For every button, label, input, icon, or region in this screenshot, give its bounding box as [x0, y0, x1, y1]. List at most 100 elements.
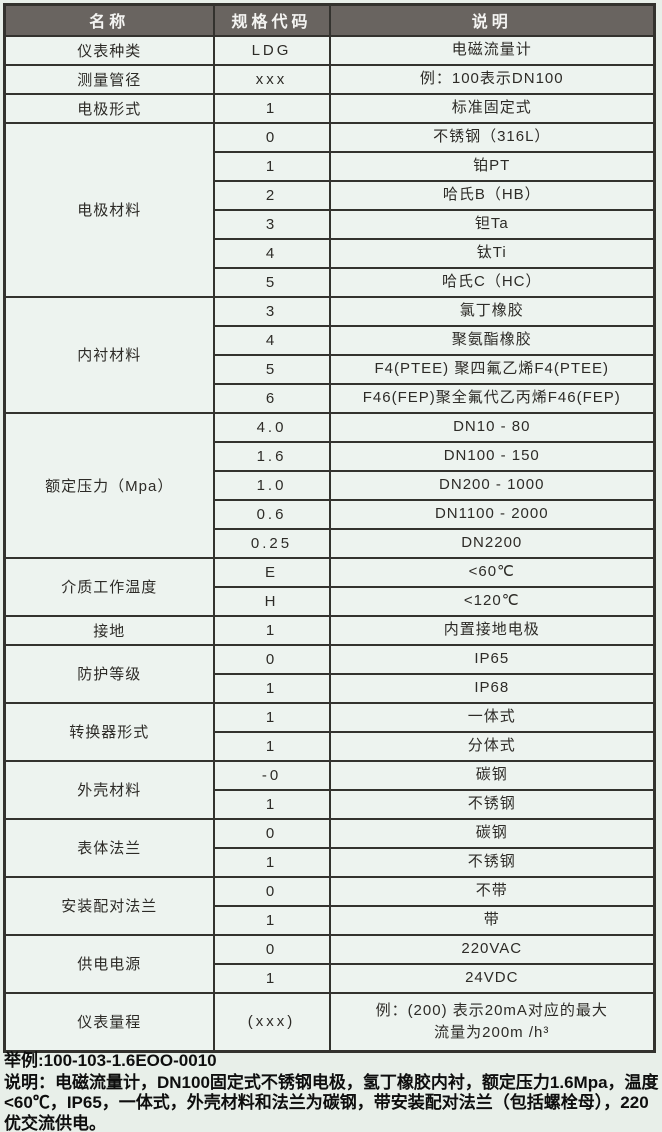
- group-name-cell: 仪表种类: [3, 34, 215, 66]
- code-cell: 1: [212, 730, 331, 762]
- desc-cell: 钽Ta: [328, 208, 656, 240]
- spec-table: 名称 规格代码 说明 仪表种类 LDG 电磁流量计 测量管径 xxx 例：100表示DN1…: [3, 3, 656, 1053]
- table-row: 仪表量程 (xxx) 例：(200) 表示20mA对应的最大 流量为200m /h³: [3, 991, 656, 1053]
- code-cell: 0.6: [212, 498, 331, 530]
- desc-cell: 不锈钢: [328, 846, 656, 878]
- example-code-line: 举例:100-103-1.6EOO-0010: [4, 1051, 217, 1070]
- table-row: 4 聚氨酯橡胶: [5, 324, 656, 356]
- table-row: 0.6 DN1100 - 2000: [5, 498, 656, 530]
- desc-cell: 不锈钢（316L）: [328, 121, 656, 153]
- code-cell: 0: [212, 817, 331, 849]
- table-row: 3 钽Ta: [5, 208, 656, 240]
- code-cell: 4: [212, 237, 331, 269]
- table-row: 1 不锈钢: [5, 788, 656, 820]
- desc-cell: 带: [328, 904, 656, 936]
- table-row: 转换器形式 1 一体式: [3, 701, 656, 762]
- code-cell: 1: [212, 92, 331, 124]
- code-cell: 1: [212, 701, 331, 733]
- code-cell: (xxx): [212, 991, 331, 1053]
- desc-cell: 氯丁橡胶: [328, 295, 656, 327]
- header-row: 名称 规格代码 说明: [3, 3, 656, 37]
- group-name-cell: 表体法兰: [3, 817, 215, 878]
- table-row: 1.6 DN100 - 150: [5, 440, 656, 472]
- table-row: 1 不锈钢: [5, 846, 656, 878]
- header-desc: 说明: [328, 3, 656, 37]
- code-cell: 0: [212, 643, 331, 675]
- table-row: 1 分体式: [5, 730, 656, 762]
- desc-cell: 分体式: [328, 730, 656, 762]
- table-row: 额定压力（Mpa） 4.0 DN10 - 80: [3, 411, 656, 559]
- group-name-cell: 内衬材料: [3, 295, 215, 414]
- code-cell: 0.25: [212, 527, 331, 559]
- desc-cell: 聚氨酯橡胶: [328, 324, 656, 356]
- table-row: 电极形式 1 标准固定式: [3, 92, 656, 124]
- desc-cell: <60℃: [328, 556, 656, 588]
- desc-cell: F46(FEP)聚全氟代乙丙烯F46(FEP): [328, 382, 656, 414]
- table-row: 4 钛Ti: [5, 237, 656, 269]
- group-name-cell: 转换器形式: [3, 701, 215, 762]
- desc-cell: DN2200: [328, 527, 656, 559]
- code-cell: 2: [212, 179, 331, 211]
- table-row: 1 IP68: [5, 672, 656, 704]
- table-row: 防护等级 0 IP65: [3, 643, 656, 704]
- code-cell: 5: [212, 353, 331, 385]
- code-cell: 1.0: [212, 469, 331, 501]
- group-name-cell: 接地: [3, 614, 215, 646]
- table-row: 安装配对法兰 0 不带: [3, 875, 656, 936]
- code-cell: 0: [212, 875, 331, 907]
- code-cell: 1: [212, 962, 331, 994]
- desc-cell: <120℃: [328, 585, 656, 617]
- table-row: 0.25 DN2200: [5, 527, 656, 559]
- desc-cell: 哈氏C（HC）: [328, 266, 656, 298]
- table-row: H <120℃: [5, 585, 656, 617]
- code-cell: E: [212, 556, 331, 588]
- code-cell: 3: [212, 295, 331, 327]
- code-cell: 0: [212, 121, 331, 153]
- table-row: 接地 1 内置接地电极: [3, 614, 656, 646]
- table-row: 5 F4(PTEE) 聚四氟乙烯F4(PTEE): [5, 353, 656, 385]
- description-line: 说明：电磁流量计，DN100固定式不锈钢电极，氢丁橡胶内衬，额定压力1.6Mpa…: [4, 1072, 659, 1132]
- desc-cell: 一体式: [328, 701, 656, 733]
- code-cell: LDG: [212, 34, 331, 66]
- table-row: 测量管径 xxx 例：100表示DN100: [3, 63, 656, 95]
- group-name-cell: 介质工作温度: [3, 556, 215, 617]
- desc-cell: DN10 - 80: [328, 411, 656, 443]
- desc-cell: DN100 - 150: [328, 440, 656, 472]
- desc-cell: 220VAC: [328, 933, 656, 965]
- desc-cell: 内置接地电极: [328, 614, 656, 646]
- table-row: 1 24VDC: [5, 962, 656, 994]
- group-name-cell: 安装配对法兰: [3, 875, 215, 936]
- spec-table-header: 名称 规格代码 说明: [3, 3, 656, 37]
- table-row: 电极材料 0 不锈钢（316L）: [3, 121, 656, 298]
- desc-cell: IP68: [328, 672, 656, 704]
- desc-cell: IP65: [328, 643, 656, 675]
- desc-cell: 哈氏B（HB）: [328, 179, 656, 211]
- desc-cell: F4(PTEE) 聚四氟乙烯F4(PTEE): [328, 353, 656, 385]
- group-name-cell: 电极材料: [3, 121, 215, 298]
- code-cell: 1.6: [212, 440, 331, 472]
- table-row: 1.0 DN200 - 1000: [5, 469, 656, 501]
- table-row: 介质工作温度 E <60℃: [3, 556, 656, 617]
- code-cell: 4.0: [212, 411, 331, 443]
- desc-cell: 碳钢: [328, 759, 656, 791]
- group-name-cell: 测量管径: [3, 63, 215, 95]
- table-row: 外壳材料 -0 碳钢: [3, 759, 656, 820]
- spec-table-body: 仪表种类 LDG 电磁流量计 测量管径 xxx 例：100表示DN100 电极形式 1 标准固定…: [3, 34, 656, 1053]
- table-row: 5 哈氏C（HC）: [5, 266, 656, 298]
- code-cell: H: [212, 585, 331, 617]
- desc-cell: 标准固定式: [328, 92, 656, 124]
- group-name-cell: 外壳材料: [3, 759, 215, 820]
- desc-cell: 不锈钢: [328, 788, 656, 820]
- desc-cell: DN200 - 1000: [328, 469, 656, 501]
- table-row: 仪表种类 LDG 电磁流量计: [3, 34, 656, 66]
- code-cell: 1: [212, 904, 331, 936]
- group-name-cell: 电极形式: [3, 92, 215, 124]
- group-name-cell: 额定压力（Mpa）: [3, 411, 215, 559]
- group-name-cell: 供电电源: [3, 933, 215, 994]
- code-cell: 3: [212, 208, 331, 240]
- code-cell: 5: [212, 266, 331, 298]
- table-row: 2 哈氏B（HB）: [5, 179, 656, 211]
- table-row: 表体法兰 0 碳钢: [3, 817, 656, 878]
